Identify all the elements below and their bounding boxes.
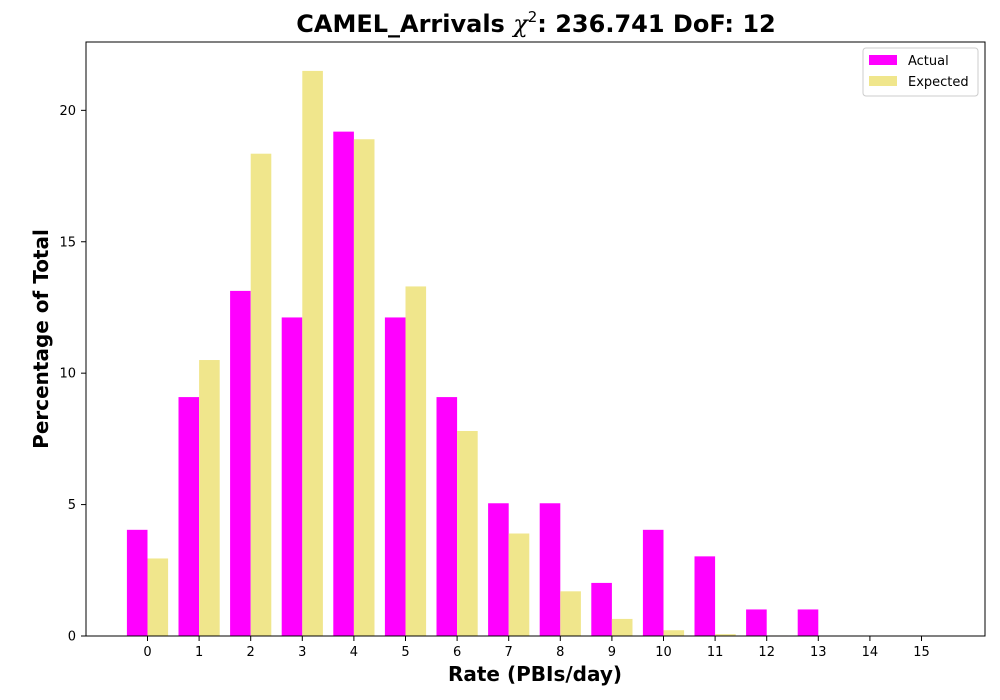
x-tick-label-4: 4 [350, 645, 358, 660]
bar-expected-9 [611, 618, 633, 636]
bar-actual-0 [126, 529, 148, 636]
x-tick-label-14: 14 [862, 645, 879, 660]
x-tick-label-6: 6 [453, 645, 461, 660]
bar-expected-0 [147, 558, 169, 636]
bar-expected-2 [250, 153, 272, 636]
bar-actual-7 [488, 503, 509, 636]
x-tick-label-0: 0 [143, 645, 151, 660]
bar-expected-4 [353, 139, 375, 636]
bar-actual-13 [797, 609, 819, 636]
x-tick-label-5: 5 [401, 645, 409, 660]
x-tick-label-9: 9 [608, 645, 616, 660]
bar-expected-7 [508, 533, 530, 636]
legend-swatch-expected [869, 76, 897, 86]
bar-actual-12 [746, 609, 767, 636]
y-tick-label-20: 20 [59, 104, 76, 119]
y-axis-label: Percentage of Total [29, 229, 53, 449]
x-tick-label-13: 13 [810, 645, 827, 660]
x-tick-label-12: 12 [758, 645, 775, 660]
bar-actual-1 [178, 397, 200, 636]
x-tick-label-3: 3 [298, 645, 306, 660]
y-ticks-group: 0 5 10 15 20 [59, 104, 86, 645]
legend: Actual Expected [862, 47, 979, 97]
bar-expected-10 [663, 630, 685, 636]
legend-label-actual: Actual [908, 54, 949, 69]
bars-group [126, 70, 839, 636]
chi-superscript: 2 [528, 8, 538, 26]
bar-actual-8 [539, 503, 561, 636]
chi-symbol: χ [511, 10, 529, 38]
y-tick-label-15: 15 [59, 235, 76, 250]
bar-expected-1 [199, 360, 220, 636]
y-tick-label-10: 10 [59, 367, 76, 382]
x-tick-label-10: 10 [655, 645, 672, 660]
bar-actual-6 [436, 397, 458, 636]
x-tick-label-2: 2 [247, 645, 255, 660]
bar-actual-10 [642, 529, 664, 636]
bar-expected-11 [715, 634, 736, 636]
x-tick-label-1: 1 [195, 645, 203, 660]
bar-actual-9 [591, 582, 612, 636]
x-tick-label-8: 8 [556, 645, 564, 660]
bar-expected-3 [302, 70, 323, 636]
plot-frame [85, 41, 986, 637]
bar-expected-8 [560, 591, 581, 636]
x-tick-label-15: 15 [913, 645, 930, 660]
chart-title: CAMEL_Arrivals χ2: 236.741 DoF: 12 [296, 8, 776, 38]
legend-label-expected: Expected [908, 75, 969, 90]
bar-actual-3 [281, 317, 303, 636]
bar-expected-6 [457, 430, 478, 636]
x-tick-label-11: 11 [707, 645, 724, 660]
y-tick-label-5: 5 [68, 498, 76, 513]
bar-actual-2 [230, 290, 251, 636]
bar-actual-4 [333, 131, 354, 636]
x-ticks-group: 0 1 2 3 4 5 6 7 8 9 10 11 12 13 14 15 [143, 636, 930, 660]
x-axis-label: Rate (PBIs/day) [448, 662, 622, 686]
legend-swatch-actual [869, 55, 897, 65]
bar-actual-5 [384, 317, 406, 636]
x-tick-label-7: 7 [505, 645, 513, 660]
bar-actual-11 [694, 556, 716, 636]
bar-expected-5 [405, 286, 427, 636]
y-tick-label-0: 0 [68, 630, 76, 645]
